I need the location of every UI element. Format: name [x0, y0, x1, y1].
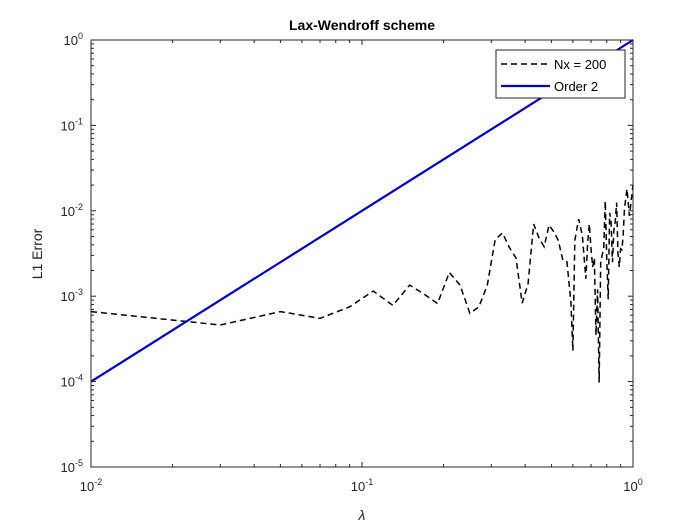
- legend-box: [495, 49, 626, 99]
- chart-title: Lax-Wendroff scheme: [289, 17, 435, 33]
- x-axis-label: λ: [358, 507, 366, 523]
- y-tick-label: 10-2: [61, 202, 83, 219]
- y-tick-label: 100: [64, 31, 83, 48]
- ticks-layer: 10-2 10-1 100 10-5 10-4 10-3 10-2 10-1 100: [61, 31, 643, 494]
- y-tick-label: 10-1: [61, 116, 83, 133]
- y-axis-label: L1 Error: [29, 228, 45, 279]
- x-tick-label: 10-1: [351, 477, 373, 494]
- legend-label-nx200: Nx = 200: [554, 57, 606, 72]
- x-tick-label: 100: [623, 477, 642, 494]
- series-line-nx200: [90, 185, 634, 383]
- legend: Nx = 200 Order 2: [495, 49, 626, 99]
- y-tick-label: 10-4: [61, 373, 83, 390]
- x-tick-label: 10-2: [80, 477, 102, 494]
- y-tick-label: 10-5: [61, 458, 83, 475]
- y-tick-label: 10-3: [61, 287, 83, 304]
- legend-label-order2: Order 2: [554, 79, 598, 94]
- plot-area: [91, 40, 633, 467]
